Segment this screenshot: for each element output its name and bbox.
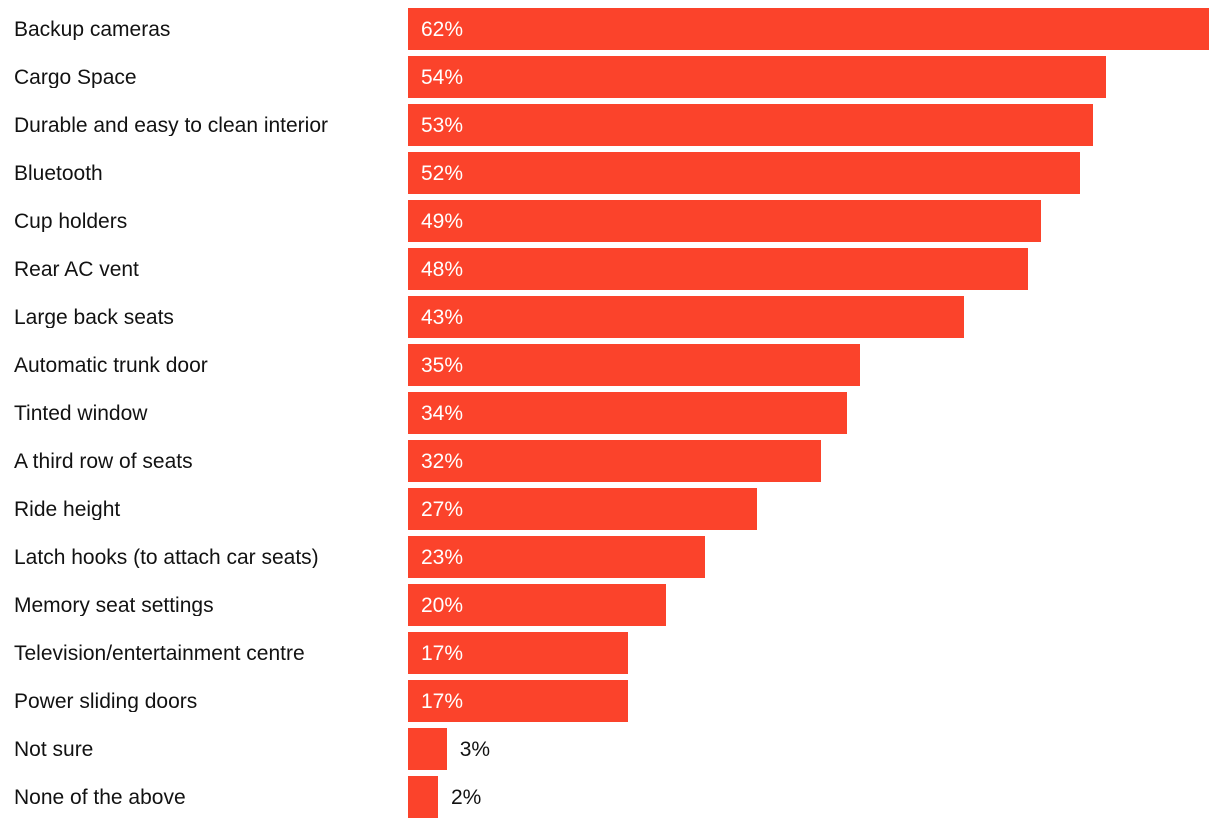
bar-row: Memory seat settings 20% [0,584,1220,626]
value-label: 27% [421,497,464,521]
bar-row: Bluetooth 52% [0,152,1220,194]
bar-track: 35% [408,344,1209,386]
bar-row: Cargo Space 54% [0,56,1220,98]
value-label: 62% [421,17,464,41]
category-label: Backup cameras [14,18,171,40]
bar-track: 49% [408,200,1209,242]
bar-row: Television/entertainment centre 17% [0,632,1220,674]
bar-track: 32% [408,440,1209,482]
bar-row: A third row of seats 32% [0,440,1220,482]
category-label: Cup holders [14,210,128,232]
category-label: Rear AC vent [14,258,139,280]
bar-row: Backup cameras 62% [0,8,1220,50]
bar: 53% [408,104,1093,146]
category-label: Large back seats [14,306,174,328]
bar: 43% [408,296,964,338]
bar-row: Rear AC vent 48% [0,248,1220,290]
bar [408,776,438,818]
value-label: 2% [451,785,482,809]
bar-row: None of the above 2% [0,776,1220,818]
bar: 48% [408,248,1029,290]
bar-row: Latch hooks (to attach car seats) 23% [0,536,1220,578]
bar-track: 54% [408,56,1209,98]
category-label: Bluetooth [14,162,103,184]
value-label: 54% [421,65,464,89]
category-label: Television/entertainment centre [14,642,305,664]
bar: 52% [408,152,1080,194]
value-label: 49% [421,209,464,233]
bar-track: 23% [408,536,1209,578]
value-label: 17% [421,689,464,713]
bar-track: 27% [408,488,1209,530]
category-label: Latch hooks (to attach car seats) [14,546,319,568]
value-label: 23% [421,545,464,569]
value-label: 43% [421,305,464,329]
bar-track: 2% [408,776,1209,818]
category-label: Tinted window [14,402,148,424]
bar-track: 20% [408,584,1209,626]
category-label: Power sliding doors [14,690,198,712]
category-label: Not sure [14,738,94,760]
value-label: 35% [421,353,464,377]
value-label: 52% [421,161,464,185]
bar-row: Power sliding doors 17% [0,680,1220,722]
category-label: None of the above [14,786,186,808]
category-label: A third row of seats [14,450,193,472]
bar-track: 53% [408,104,1209,146]
bar: 62% [408,8,1209,50]
value-label: 53% [421,113,464,137]
value-label: 17% [421,641,464,665]
bar [408,728,447,770]
bar: 32% [408,440,822,482]
bar-row: Automatic trunk door 35% [0,344,1220,386]
bar: 23% [408,536,706,578]
category-label: Automatic trunk door [14,354,208,376]
value-label: 20% [421,593,464,617]
category-label: Durable and easy to clean interior [14,114,329,136]
bar-track: 17% [408,680,1209,722]
category-label: Memory seat settings [14,594,214,616]
bar-row: Ride height 27% [0,488,1220,530]
bar-row: Tinted window 34% [0,392,1220,434]
bar-track: 17% [408,632,1209,674]
bar-track: 48% [408,248,1209,290]
bar-track: 62% [408,8,1209,50]
bar-track: 43% [408,296,1209,338]
bar: 49% [408,200,1042,242]
bar-row: Large back seats 43% [0,296,1220,338]
bar: 17% [408,632,628,674]
value-label: 48% [421,257,464,281]
bar: 20% [408,584,667,626]
bar-row: Not sure 3% [0,728,1220,770]
value-label: 3% [459,737,491,761]
bar: 54% [408,56,1106,98]
bar: 17% [408,680,628,722]
category-label: Ride height [14,498,121,520]
value-label: 32% [421,449,464,473]
value-label: 34% [421,401,464,425]
bar: 27% [408,488,757,530]
bar-track: 34% [408,392,1209,434]
bar-row: Cup holders 49% [0,200,1220,242]
bar: 35% [408,344,861,386]
bar: 34% [408,392,848,434]
bar-track: 52% [408,152,1209,194]
bar-row: Durable and easy to clean interior 53% [0,104,1220,146]
category-label: Cargo Space [14,66,137,88]
bar-track: 3% [408,728,1209,770]
